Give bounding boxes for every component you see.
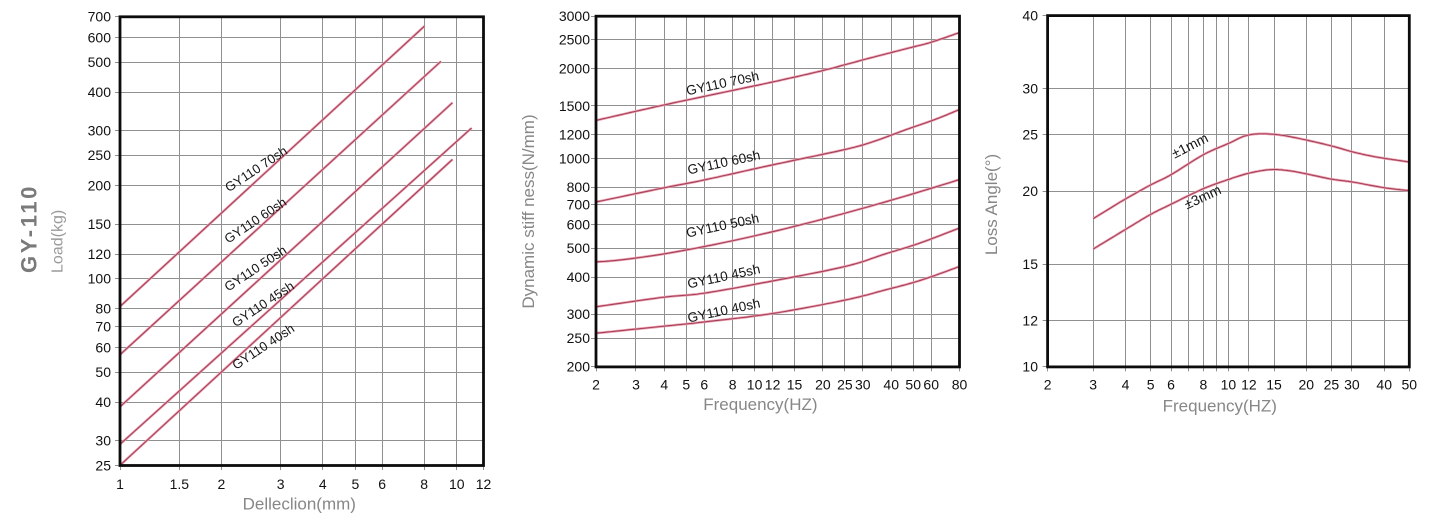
svg-text:12: 12	[476, 476, 492, 492]
svg-text:25: 25	[1324, 377, 1340, 393]
svg-text:400: 400	[567, 269, 591, 285]
svg-text:12: 12	[1022, 313, 1038, 329]
svg-text:800: 800	[567, 179, 591, 195]
svg-text:GY-110: GY-110	[17, 184, 42, 273]
svg-text:3: 3	[277, 476, 285, 492]
svg-text:700: 700	[88, 9, 112, 25]
svg-text:100: 100	[88, 271, 112, 287]
svg-text:10: 10	[747, 377, 763, 393]
svg-text:4: 4	[1122, 377, 1130, 393]
svg-text:6: 6	[1167, 377, 1175, 393]
svg-text:8: 8	[1200, 377, 1208, 393]
svg-text:200: 200	[88, 177, 112, 193]
svg-text:25: 25	[95, 457, 111, 473]
svg-text:30: 30	[855, 377, 871, 393]
svg-text:20: 20	[1022, 183, 1038, 199]
svg-text:40: 40	[95, 394, 111, 410]
svg-text:6: 6	[378, 476, 386, 492]
svg-text:15: 15	[787, 377, 803, 393]
svg-text:120: 120	[88, 246, 112, 262]
svg-text:1: 1	[116, 476, 124, 492]
svg-text:600: 600	[88, 29, 112, 45]
svg-text:8: 8	[420, 476, 428, 492]
svg-text:40: 40	[883, 377, 899, 393]
svg-text:50: 50	[905, 377, 921, 393]
svg-text:15: 15	[1266, 377, 1282, 393]
svg-text:60: 60	[923, 377, 939, 393]
svg-text:40: 40	[1376, 377, 1392, 393]
svg-text:25: 25	[837, 377, 853, 393]
svg-text:30: 30	[1022, 80, 1038, 96]
svg-text:10: 10	[1221, 377, 1237, 393]
svg-text:Load(kg): Load(kg)	[50, 210, 67, 273]
svg-text:6: 6	[700, 377, 708, 393]
svg-text:8: 8	[729, 377, 737, 393]
svg-text:12: 12	[765, 377, 781, 393]
svg-text:250: 250	[567, 330, 591, 346]
svg-text:200: 200	[567, 359, 591, 375]
svg-text:Loss Angle(°): Loss Angle(°)	[982, 154, 1001, 255]
svg-text:2: 2	[1044, 377, 1052, 393]
svg-text:40: 40	[1022, 7, 1038, 23]
svg-text:20: 20	[1299, 377, 1315, 393]
svg-text:5: 5	[1147, 377, 1155, 393]
svg-text:80: 80	[95, 301, 111, 317]
svg-text:Frequency(HZ): Frequency(HZ)	[1163, 396, 1277, 415]
svg-text:20: 20	[815, 377, 831, 393]
svg-text:Delleclion(mm): Delleclion(mm)	[243, 494, 356, 513]
svg-text:30: 30	[95, 433, 111, 449]
svg-text:1500: 1500	[559, 98, 590, 114]
svg-text:150: 150	[88, 216, 112, 232]
svg-text:3: 3	[632, 377, 640, 393]
svg-text:10: 10	[449, 476, 465, 492]
svg-text:60: 60	[95, 339, 111, 355]
svg-text:5: 5	[352, 476, 360, 492]
svg-text:2000: 2000	[559, 61, 590, 77]
svg-text:400: 400	[88, 84, 112, 100]
svg-text:1.5: 1.5	[170, 476, 190, 492]
svg-text:1200: 1200	[559, 127, 590, 143]
svg-text:Dynamic stiff ness(N/mm): Dynamic stiff ness(N/mm)	[519, 114, 538, 308]
svg-text:5: 5	[682, 377, 690, 393]
svg-text:12: 12	[1241, 377, 1257, 393]
svg-text:50: 50	[1402, 377, 1418, 393]
svg-text:2: 2	[218, 476, 226, 492]
svg-text:500: 500	[567, 240, 591, 256]
svg-text:80: 80	[952, 377, 968, 393]
svg-text:1000: 1000	[559, 150, 590, 166]
svg-text:300: 300	[567, 306, 591, 322]
svg-text:2500: 2500	[559, 32, 590, 48]
svg-text:50: 50	[95, 364, 111, 380]
svg-text:600: 600	[567, 216, 591, 232]
svg-text:10: 10	[1022, 359, 1038, 375]
svg-text:700: 700	[567, 197, 591, 213]
svg-text:3000: 3000	[559, 8, 590, 24]
svg-text:4: 4	[660, 377, 668, 393]
svg-text:300: 300	[88, 123, 112, 139]
svg-text:3: 3	[1089, 377, 1097, 393]
svg-text:70: 70	[95, 319, 111, 335]
svg-text:30: 30	[1344, 377, 1360, 393]
svg-text:Frequency(HZ): Frequency(HZ)	[703, 395, 817, 414]
svg-text:15: 15	[1022, 256, 1038, 272]
svg-text:500: 500	[88, 54, 112, 70]
svg-text:25: 25	[1022, 127, 1038, 143]
svg-text:2: 2	[592, 377, 600, 393]
svg-text:250: 250	[88, 147, 112, 163]
svg-text:4: 4	[319, 476, 327, 492]
